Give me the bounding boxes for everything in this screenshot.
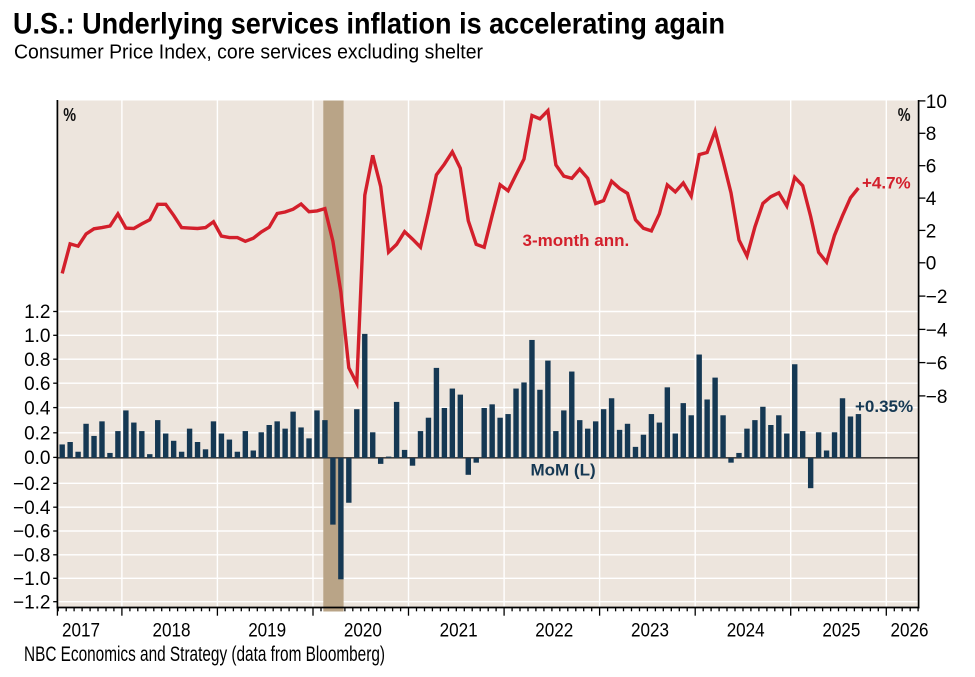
svg-text:−0.4: −0.4 [13,498,51,519]
svg-text:+4.7%: +4.7% [862,173,911,192]
svg-text:2026: 2026 [891,621,929,642]
svg-text:2: 2 [926,221,937,242]
svg-text:2019: 2019 [248,621,286,642]
svg-text:2022: 2022 [535,621,573,642]
svg-text:2024: 2024 [727,621,765,642]
svg-text:−0.6: −0.6 [13,522,51,543]
svg-text:0.4: 0.4 [24,398,51,419]
svg-text:−6: −6 [926,354,948,375]
svg-text:−0.2: −0.2 [13,474,51,495]
svg-text:2023: 2023 [631,621,669,642]
svg-text:0.2: 0.2 [24,424,50,445]
svg-text:−8: −8 [926,387,948,408]
svg-text:−0.8: −0.8 [13,546,51,567]
svg-text:2017: 2017 [62,621,100,642]
svg-text:2021: 2021 [440,621,478,642]
svg-text:−1.0: −1.0 [13,569,51,590]
svg-text:0.6: 0.6 [24,374,50,395]
svg-text:NBC Economics and Strategy (da: NBC Economics and Strategy (data from Bl… [24,643,385,666]
svg-text:1.2: 1.2 [24,302,50,323]
svg-text:Consumer Price Index, core ser: Consumer Price Index, core services excl… [14,42,483,64]
svg-text:8: 8 [926,124,937,145]
svg-text:10: 10 [926,92,947,113]
svg-text:−2: −2 [926,287,948,308]
svg-text:−4: −4 [926,320,948,341]
svg-text:0.0: 0.0 [24,448,50,469]
svg-text:2020: 2020 [344,621,382,642]
svg-text:0: 0 [926,254,937,275]
svg-text:%: % [63,105,76,125]
svg-text:3-month ann.: 3-month ann. [523,231,630,250]
svg-text:+0.35%: +0.35% [855,397,913,416]
svg-text:−1.2: −1.2 [13,592,51,613]
svg-text:6: 6 [926,157,937,178]
svg-text:MoM (L): MoM (L) [531,461,596,480]
svg-text:1.0: 1.0 [24,326,50,347]
svg-text:0.8: 0.8 [24,350,50,371]
svg-text:2018: 2018 [153,621,191,642]
svg-text:4: 4 [926,189,937,210]
svg-text:2025: 2025 [822,621,860,642]
svg-text:%: % [898,105,911,125]
svg-text:U.S.: Underlying services infl: U.S.: Underlying services inflation is a… [13,8,725,41]
